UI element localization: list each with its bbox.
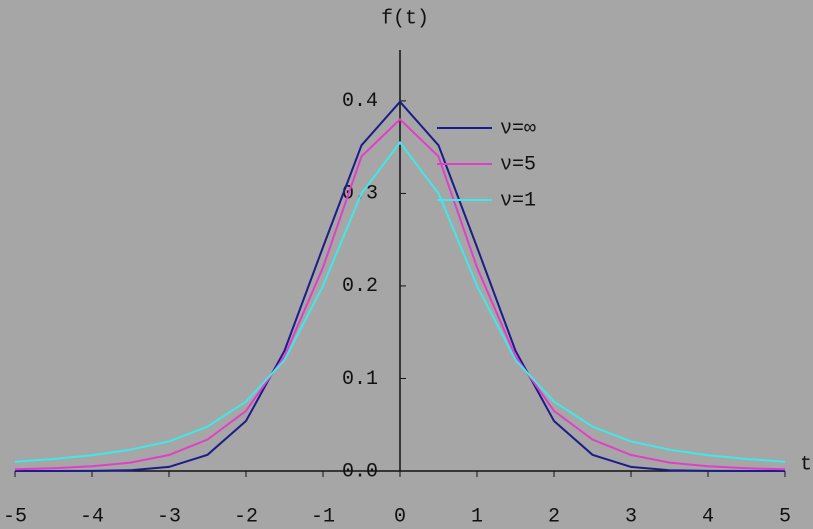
x-axis-title: t <box>800 453 812 476</box>
x-tick-label: 5 <box>779 505 791 528</box>
x-tick-label: 1 <box>471 505 483 528</box>
y-tick-label: 0.1 <box>342 368 378 391</box>
series-line <box>15 100 785 472</box>
y-axis-title: f(t) <box>381 7 429 30</box>
legend-label: ν=5 <box>500 153 536 176</box>
y-tick-label: 0.2 <box>342 275 378 298</box>
x-tick-label: 3 <box>625 505 637 528</box>
y-tick-label: 0.0 <box>342 460 378 483</box>
x-tick-label: -2 <box>234 505 258 528</box>
x-tick-label: -3 <box>157 505 181 528</box>
x-tick-label: -5 <box>3 505 27 528</box>
x-tick-label: 0 <box>394 505 406 528</box>
x-tick-label: 2 <box>548 505 560 528</box>
x-tick-label: 4 <box>702 505 714 528</box>
legend-label: ν=∞ <box>500 117 536 140</box>
y-tick-label: 0.4 <box>342 90 378 113</box>
legend-label: ν=1 <box>500 189 536 212</box>
x-tick-label: -4 <box>80 505 104 528</box>
series-line <box>14 118 786 471</box>
series-line <box>14 140 786 463</box>
x-tick-label: -1 <box>311 505 335 528</box>
